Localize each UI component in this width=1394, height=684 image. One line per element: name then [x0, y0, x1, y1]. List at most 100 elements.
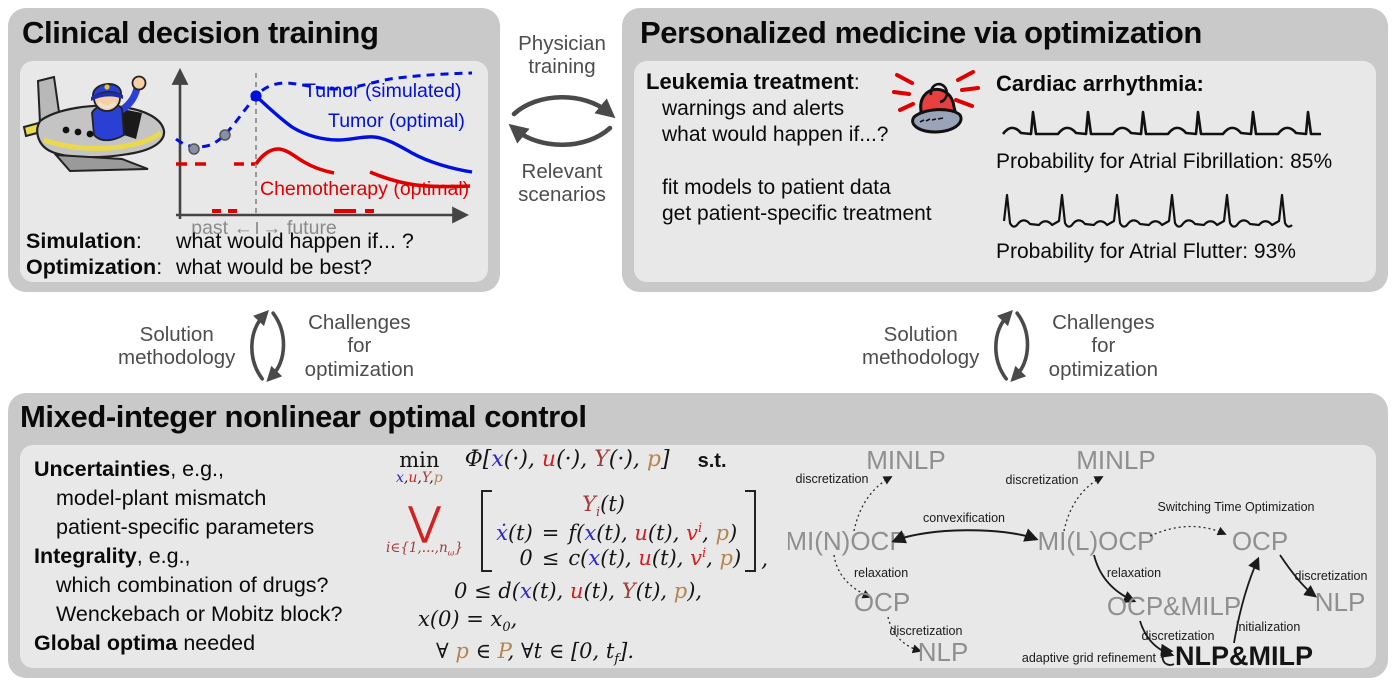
edge-minocp-milocp: [891, 528, 1039, 544]
leukemia-line-4: get patient-specific treatment: [662, 202, 932, 225]
ocp-formulation: min x,u,Y,p Φ[x(·), u(·), Y(·), p] s.t. …: [360, 447, 805, 668]
edge-milocp-ocpmilp: [1093, 554, 1137, 603]
math-line-quantifiers: ∀ p ∈ P, ∀t ∈ [0, tf].: [436, 639, 634, 668]
cycle-arrows-vertical-icon-left: [250, 310, 286, 382]
edge-milocp-ocp: [1149, 525, 1227, 537]
label-tumor-optimal: Tumor (optimal): [328, 110, 465, 132]
mioc-notes: Uncertainties, e.g., model-plant mismatc…: [34, 455, 342, 658]
panel-clinical-decision-training: Clinical decision training: [8, 8, 500, 292]
personalized-panel-body: Leukemia treatment: warnings and alerts …: [634, 61, 1376, 282]
clinical-panel-title: Clinical decision training: [22, 15, 379, 50]
node-minlp-left: MINLP: [866, 445, 945, 475]
edge-discretization-r1: discretization: [1006, 473, 1079, 487]
note-drugs: which combination of drugs?: [56, 573, 329, 597]
note-wenckebach: Wenckebach or Mobitz block?: [56, 602, 343, 626]
node-nlpmilp: NLP&MILP: [1175, 641, 1313, 667]
qa-term-2: Optimization:: [26, 255, 163, 279]
pilot-arm: [116, 84, 141, 115]
edge-relaxation-l: relaxation: [854, 566, 908, 580]
leukemia-heading: Leukemia treatment:: [646, 69, 860, 94]
ecg-trace-afib: [1001, 110, 1321, 136]
curve-tumor-simulated: [175, 71, 473, 149]
qa-text-2: what would be best?: [176, 255, 373, 279]
node-ocpmilp: OCP&MILP: [1107, 591, 1241, 621]
cardiac-block: Cardiac arrhythmia: Probability for Atri…: [996, 71, 1374, 264]
connector-methodology-left: Solution methodology Challenges for opti…: [118, 301, 418, 391]
reformulation-flow-diagram: MINLP discretization MI(N)OCP convexific…: [788, 445, 1368, 667]
personalized-panel-title: Personalized medicine via optimization: [640, 15, 1202, 50]
edge-milocp-minlp: [1063, 476, 1104, 532]
pilot-hand: [131, 75, 147, 91]
edge-initialization: initialization: [1236, 620, 1301, 634]
edge-convexification: convexification: [923, 511, 1005, 525]
edge-minocp-minlp: [853, 476, 893, 532]
note-uncertainties: Uncertainties, e.g.,: [34, 457, 225, 481]
panel-mixed-integer-control: Mixed-integer nonlinear optimal control …: [8, 393, 1388, 678]
objective-functional: Φ[x(·), u(·), Y(·), p]: [464, 447, 670, 472]
pilot-cap-brim: [91, 92, 123, 101]
curve-chemo-1: [254, 147, 335, 175]
min-operator: min x,u,Y,p: [396, 448, 443, 486]
leukemia-line-3: fit models to patient data: [662, 176, 891, 199]
note-mismatch: model-plant mismatch: [56, 486, 267, 510]
edge-nlpmilp-ocp: [1233, 556, 1260, 644]
pilot-plane-illustration: [22, 75, 166, 173]
challenges-label-right: Challenges for optimization: [1048, 311, 1159, 381]
simulation-optimization-lines: Simulation: what would happen if... ? Op…: [26, 228, 414, 280]
pilot-mustache: [98, 102, 116, 109]
node-nlp-right: NLP: [1315, 587, 1366, 617]
edge-discretization-r2: discretization: [1142, 629, 1215, 643]
solution-methodology-label-left: Solution methodology: [118, 322, 236, 369]
curve-chemo-2: [369, 170, 471, 189]
edge-discretization-l2: discretization: [890, 624, 963, 638]
edge-discretization-l1: discretization: [796, 472, 869, 486]
cardiac-heading: Cardiac arrhythmia:: [996, 71, 1204, 96]
left-bracket: [481, 490, 493, 573]
mioc-panel-body: Uncertainties, e.g., model-plant mismatc…: [20, 445, 1376, 668]
edge-switching-time-optimization: Switching Time Optimization: [1157, 500, 1314, 514]
measurement-dot-2: [219, 129, 231, 141]
connector-methodology-right: Solution methodology Challenges for opti…: [862, 301, 1162, 391]
edge-agr-selfloop: [1160, 643, 1175, 666]
cycle-arrows-vertical-icon-right: [994, 310, 1030, 382]
math-line-path-constraint: 0 ≤ d(x(t), u(t), Y(t), p),: [454, 579, 703, 604]
challenges-label-left: Challenges for optimization: [304, 311, 415, 381]
plane-stripe: [43, 130, 163, 151]
note-integrality: Integrality, e.g.,: [34, 544, 191, 568]
label-chemotherapy: Chemotherapy (optimal): [260, 178, 469, 200]
subject-to: s.t.: [697, 450, 727, 472]
math-line-initial-condition: x(0) = x0,: [418, 607, 518, 636]
label-past: past ←: [191, 217, 253, 239]
ecg-trace-aflutter: [1002, 193, 1293, 228]
qa-term-1: Simulation:: [26, 229, 142, 253]
clinical-panel-body: Tumor (simulated) Tumor (optimal) Chemot…: [20, 61, 488, 282]
math-line-objective: min x,u,Y,p Φ[x(·), u(·), Y(·), p] s.t.: [396, 447, 805, 486]
solution-methodology-label-right: Solution methodology: [862, 322, 980, 369]
node-minlp-right: MINLP: [1076, 445, 1155, 475]
tumor-chemo-graph: Tumor (simulated) Tumor (optimal) Chemot…: [171, 67, 473, 239]
node-minocp: MI(N)OCP: [788, 526, 907, 556]
connector-top-upper-label: Physician training: [518, 32, 606, 79]
note-global-optima: Global optima needed: [34, 631, 256, 655]
label-tumor-simulated: Tumor (simulated): [304, 80, 461, 102]
panel-personalized-medicine: Personalized medicine via optimization L…: [622, 8, 1388, 292]
aflutter-caption: Probability for Atrial Flutter: 93%: [996, 240, 1296, 263]
math-line-disjunction: ⋁ i∈{1,...,nω} Yi(t) ẋ(t) = f(x(t), u(t)…: [386, 490, 769, 573]
connector-top-lower-label: Relevant scenarios: [518, 160, 606, 207]
now-dot: [250, 90, 262, 102]
cycle-arrows-horizontal-icon: [508, 95, 616, 148]
node-ocp-left: OCP: [854, 587, 910, 617]
leukemia-line-2: what would happen if...?: [662, 123, 889, 146]
edge-relaxation-r: relaxation: [1107, 566, 1161, 580]
pilot-cap-emblem: [104, 84, 110, 90]
note-parameters: patient-specific parameters: [56, 515, 315, 539]
node-nlp-left: NLP: [918, 637, 969, 667]
plane-wing: [53, 153, 149, 173]
leukemia-line-1: warnings and alerts: [662, 97, 845, 120]
edge-ocp-nlp-right: [1279, 554, 1318, 598]
mioc-panel-title: Mixed-integer nonlinear optimal control: [20, 399, 587, 434]
qa-text-1: what would happen if... ?: [176, 229, 414, 253]
node-milocp: MI(L)OCP: [1038, 526, 1155, 556]
edge-discretization-r3: discretization: [1295, 569, 1368, 583]
